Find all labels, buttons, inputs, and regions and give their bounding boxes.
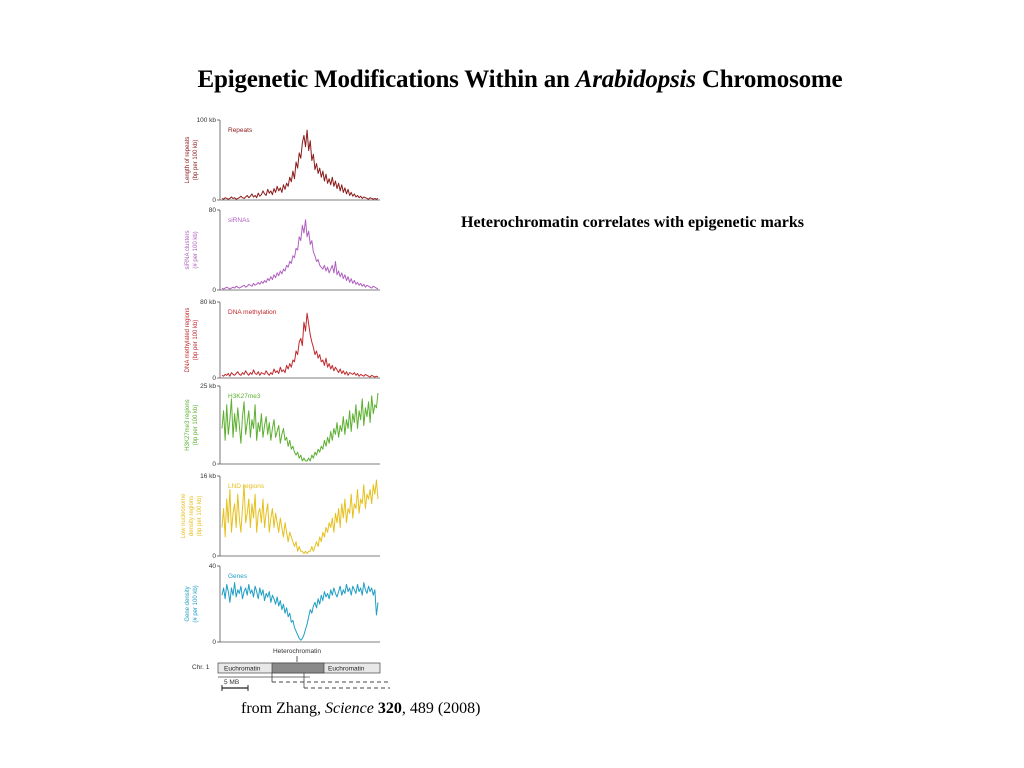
y-axis-label-4-3: (bp per 100 kb) <box>197 496 203 537</box>
citation-author: from Zhang, <box>241 700 325 717</box>
y-axis-label-1-2: (# per 100 kb) <box>193 231 199 268</box>
y-tick-label-max-0: 100 kb <box>196 117 216 124</box>
heterochromatin-block <box>271 662 325 674</box>
series-line-5 <box>221 582 379 641</box>
series-line-1 <box>221 219 379 290</box>
y-axis-label-4-1: Low nucleosome <box>181 493 187 539</box>
chromosome-label: Chr. 1 <box>192 664 210 671</box>
series-line-2 <box>221 312 379 378</box>
euchromatin-right-label: Euchromatin <box>328 666 365 673</box>
euchromatin-left-label: Euchromatin <box>224 666 261 673</box>
y-tick-label-min-5: 0 <box>212 639 216 646</box>
title-text-italic: Arabidopsis <box>575 66 696 93</box>
y-axis-label-0-2: (bp per 100 kb) <box>193 140 199 181</box>
series-label-0: Repeats <box>228 127 253 134</box>
y-tick-label-max-1: 80 <box>209 207 217 214</box>
y-axis-label-0-1: Length of repeats <box>185 137 191 184</box>
y-axis-label-3-1: H3K27me3 regions <box>185 399 191 450</box>
citation: from Zhang, Science 320, 489 (2008) <box>241 700 481 718</box>
y-tick-label-min-4: 0 <box>212 553 216 560</box>
y-axis-label-3-2: (bp per 100 kb) <box>193 405 199 446</box>
series-label-5: Genes <box>228 573 248 580</box>
series-line-0 <box>221 129 379 200</box>
series-line-4 <box>221 479 379 555</box>
y-tick-label-min-1: 0 <box>212 287 216 294</box>
slide-subtitle: Heterochromatin correlates with epigenet… <box>461 214 805 231</box>
series-line-3 <box>221 392 379 462</box>
y-axis-label-1-1: siRNA clusters <box>185 230 191 269</box>
y-axis-label-2-1: DNA methylated regions <box>185 308 191 373</box>
y-tick-label-min-3: 0 <box>212 461 216 468</box>
y-axis-label-5-2: (# per 100 kb) <box>193 585 199 622</box>
y-axis-label-5-1: Gene density <box>185 586 191 621</box>
series-label-4: LND regions <box>228 483 265 490</box>
y-axis-label-4-2: density regions <box>189 496 195 536</box>
series-label-1: siRNAs <box>228 217 250 224</box>
citation-journal: Science <box>324 700 374 717</box>
y-tick-label-min-0: 0 <box>212 197 216 204</box>
scale-bar-label: 5 MB <box>224 679 239 686</box>
y-tick-label-max-4: 16 kb <box>200 473 216 480</box>
heterochromatin-label: Heterochromatin <box>273 648 321 655</box>
y-axis-label-2-2: (bp per 100 kb) <box>193 320 199 361</box>
y-tick-label-max-2: 80 kb <box>200 299 216 306</box>
citation-rest: , 489 (2008) <box>401 700 481 717</box>
slide-title: Epigenetic Modifications Within an Arabi… <box>0 66 1024 94</box>
series-label-2: DNA methylation <box>228 309 277 316</box>
citation-volume: 320 <box>377 700 402 717</box>
y-tick-label-max-5: 40 <box>209 563 217 570</box>
y-tick-label-min-2: 0 <box>212 375 216 382</box>
series-label-3: H3K27me3 <box>228 393 261 400</box>
y-tick-label-max-3: 25 kb <box>200 383 216 390</box>
title-text-post: Chromosome <box>695 66 843 93</box>
title-text-pre: Epigenetic Modifications Within an <box>197 66 576 93</box>
